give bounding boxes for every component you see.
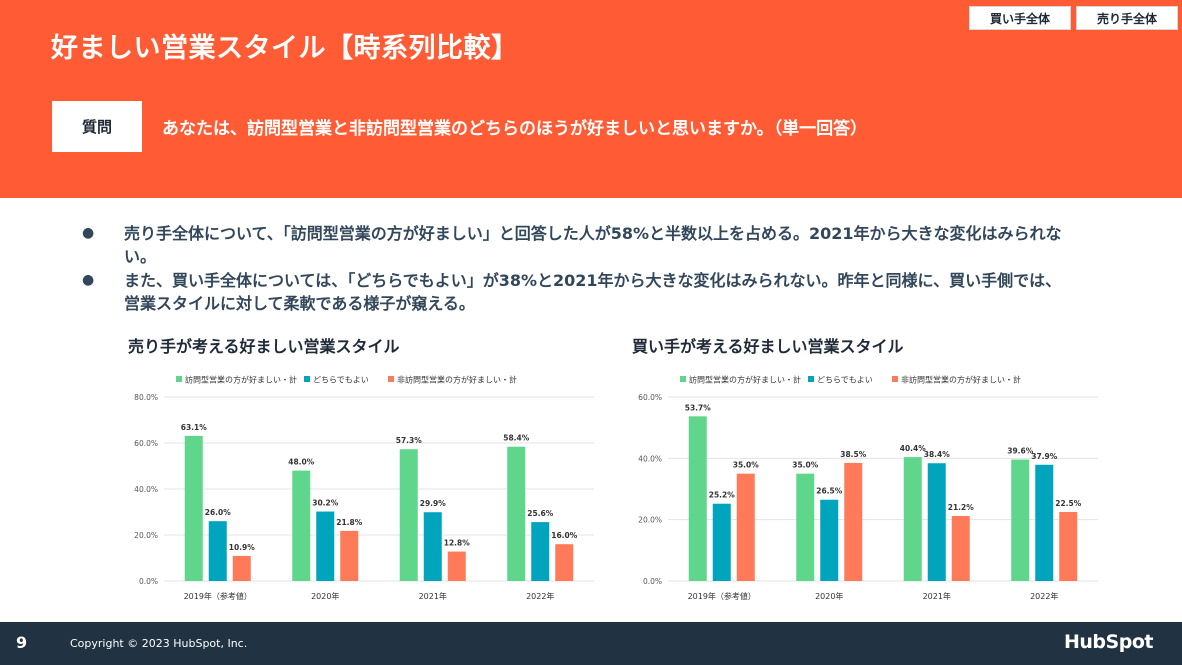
bar [316,511,335,581]
x-tick-label: 2020年 [311,591,339,601]
bar [688,416,707,581]
bullet-dot-icon: ● [82,272,95,288]
bar-value-label: 39.6% [1007,447,1034,456]
page-number: 9 [16,633,28,652]
bar-value-label: 38.4% [924,450,951,459]
legend-swatch [388,376,394,382]
bar-value-label: 25.2% [709,491,736,500]
bar-value-label: 10.9% [229,543,256,552]
legend-label: どちらでもよい [313,376,369,385]
bar [184,435,203,581]
y-tick-label: 60.0% [134,439,158,448]
bar [507,446,526,581]
y-tick-label: 20.0% [638,516,662,525]
bar [555,544,574,581]
legend-swatch [892,376,898,382]
bullet-dot-icon: ● [82,225,95,241]
bar [292,470,311,581]
bar-value-label: 12.8% [444,539,471,548]
bar-value-label: 48.0% [288,458,315,467]
legend-label: どちらでもよい [817,376,873,385]
bar-value-label: 58.4% [503,434,530,443]
bar [820,499,839,581]
tab-buyers-all[interactable]: 買い手全体 [969,6,1071,30]
bar [531,522,550,581]
x-tick-label: 2019年（参考値） [688,591,756,601]
bar-value-label: 22.5% [1055,499,1082,508]
bar [232,555,251,581]
bar [844,462,863,581]
bar-value-label: 29.9% [420,499,447,508]
bar [208,521,227,581]
bar [712,503,731,581]
bar-value-label: 30.2% [312,499,339,508]
bar [796,473,815,581]
bar-value-label: 57.3% [396,436,423,445]
summary-bullets: ● 売り手全体について、「訪問型営業の方が好ましい」と回答した人が58%と半数以上… [82,222,1072,316]
hubspot-logo: HubSpot [1064,631,1153,653]
legend-swatch [176,376,182,382]
question-text: あなたは、訪問型営業と非訪問型営業のどちらのほうが好ましいと思いますか。（単一回… [162,119,868,139]
bar [903,457,922,581]
header-banner: 好ましい営業スタイル【時系列比較】 買い手全体 売り手全体 質問 あなたは、訪問… [0,0,1182,198]
bar [1011,459,1030,581]
bar-value-label: 21.2% [948,503,975,512]
buyer-chart-title: 買い手が考える好ましい営業スタイル [632,337,904,356]
x-tick-label: 2020年 [815,591,843,601]
bar-value-label: 26.0% [205,508,232,517]
bar-value-label: 38.5% [840,450,867,459]
legend-label: 訪問型営業の方が好ましい・計 [185,375,297,385]
y-tick-label: 40.0% [638,454,662,463]
bar-value-label: 21.8% [336,518,363,527]
bar-value-label: 63.1% [181,423,208,432]
bar [423,512,442,581]
y-tick-label: 0.0% [643,577,662,586]
bar-value-label: 35.0% [733,461,760,470]
buyer-chart: 訪問型営業の方が好ましい・計 どちらでもよい 非訪問型営業の方が好ましい・計 0.0%… [638,375,1098,601]
footer-bar: 9 Copyright © 2023 HubSpot, Inc. HubSpot [0,622,1182,665]
x-tick-label: 2019年（参考値） [184,591,252,601]
tab-sellers-all[interactable]: 売り手全体 [1076,6,1178,30]
seller-chart-title: 売り手が考える好ましい営業スタイル [128,337,400,356]
y-tick-label: 20.0% [134,531,158,540]
bullet-item: ● 売り手全体について、「訪問型営業の方が好ましい」と回答した人が58%と半数以上… [82,224,1062,266]
legend-label: 訪問型営業の方が好ましい・計 [689,375,801,385]
y-tick-label: 60.0% [638,393,662,402]
legend-swatch [680,376,686,382]
y-tick-label: 40.0% [134,485,158,494]
bar [736,473,755,581]
page-title: 好ましい営業スタイル【時系列比較】 [51,33,519,64]
bar-value-label: 35.0% [792,461,819,470]
x-tick-label: 2022年 [526,591,554,601]
question-label: 質問 [52,101,142,152]
bar-value-label: 26.5% [816,487,843,496]
bar-value-label: 37.9% [1031,452,1058,461]
bar-value-label: 53.7% [685,403,712,412]
y-tick-label: 0.0% [139,577,158,586]
bar [1059,512,1078,581]
y-tick-label: 80.0% [134,393,158,402]
bar-value-label: 40.4% [900,444,927,453]
copyright-text: Copyright © 2023 HubSpot, Inc. [70,637,248,650]
bar [951,515,970,581]
legend-swatch [808,376,814,382]
x-tick-label: 2021年 [419,591,447,601]
legend-swatch [304,376,310,382]
legend-label: 非訪問型営業の方が好ましい・計 [901,375,1021,385]
bar-value-label: 25.6% [527,509,554,518]
bar [927,463,946,581]
bar-value-label: 16.0% [551,531,578,540]
bar [447,551,466,581]
seller-chart: 訪問型営業の方が好ましい・計 どちらでもよい 非訪問型営業の方が好ましい・計 0.0%… [134,375,594,601]
bar [1035,464,1054,581]
bar [399,449,418,581]
bar [340,530,359,581]
x-tick-label: 2021年 [923,591,951,601]
legend-label: 非訪問型営業の方が好ましい・計 [397,375,517,385]
bullet-item: ● また、買い手全体については、「どちらでもよい」が38%と2021年から大きな変… [82,271,1062,313]
x-tick-label: 2022年 [1030,591,1058,601]
